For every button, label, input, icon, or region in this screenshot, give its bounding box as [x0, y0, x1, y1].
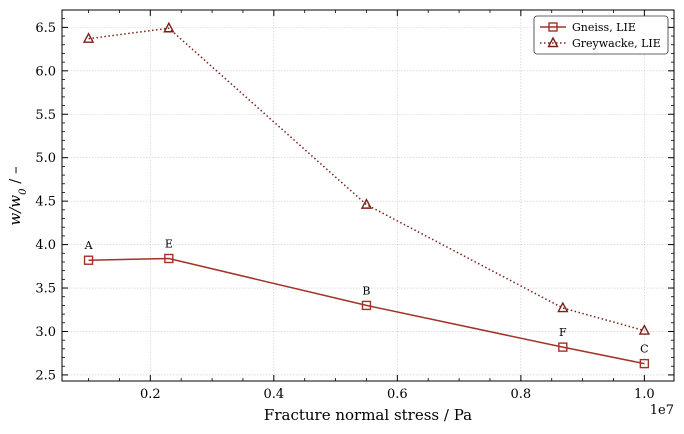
legend: Gneiss, LIE Greywacke, LIE [533, 15, 669, 55]
x-tick-label: 1.0 [634, 387, 655, 402]
point-labels: A E B F C [84, 237, 649, 355]
x-axis-label: Fracture normal stress / Pa [264, 406, 472, 424]
data-point [82, 32, 95, 43]
point-label: A [84, 239, 94, 252]
legend-swatch-marker [548, 22, 558, 32]
x-tick-label: 0.2 [140, 387, 161, 402]
data-point [558, 342, 568, 352]
x-tick-label: 0.8 [511, 387, 532, 402]
minor-ticks [62, 9, 674, 381]
data-point [638, 324, 651, 335]
x-tick-labels: 0.2 0.4 0.6 0.8 1.0 [140, 387, 655, 402]
grid [62, 10, 674, 381]
plot-frame [61, 9, 675, 382]
y-tick-label: 2.5 [35, 368, 56, 383]
y-tick-label: 5.5 [35, 108, 56, 123]
x-tick-label: 0.4 [263, 387, 284, 402]
point-label: B [362, 284, 370, 297]
data-point [163, 21, 175, 33]
series-0 [83, 253, 650, 369]
y-tick-label: 5.0 [35, 151, 56, 166]
series-layer [82, 21, 651, 369]
y-axis-label: w/w0 / – [6, 166, 29, 225]
y-tick-labels: 2.5 3.0 3.5 4.0 4.5 5.0 5.5 6.0 6.5 [35, 21, 56, 384]
y-tick-label: 3.5 [35, 282, 56, 297]
legend-swatch-marker [547, 36, 559, 48]
series-1 [82, 21, 651, 335]
point-label: C [640, 343, 648, 356]
legend-box [533, 15, 669, 55]
y-tick-label: 4.0 [35, 238, 56, 253]
data-point [557, 301, 569, 313]
legend-label: Gneiss, LIE [572, 21, 636, 34]
series-line [88, 257, 645, 365]
point-label: E [165, 237, 173, 250]
y-tick-label: 3.0 [35, 325, 56, 340]
legend-entry: Greywacke, LIE [540, 36, 661, 50]
data-point [164, 253, 174, 264]
data-point [639, 358, 650, 369]
x-tick-label: 0.6 [387, 387, 408, 402]
x-offset-text: 1e7 [650, 403, 674, 418]
y-tick-label: 4.5 [35, 195, 56, 210]
legend-label: Greywacke, LIE [572, 37, 661, 50]
y-tick-label: 6.5 [35, 21, 56, 36]
data-point [361, 300, 372, 311]
major-ticks [62, 10, 674, 381]
data-point [360, 198, 373, 209]
data-point [83, 255, 94, 265]
legend-entry: Gneiss, LIE [540, 21, 636, 34]
y-tick-label: 6.0 [35, 64, 56, 79]
point-label: F [559, 326, 567, 339]
